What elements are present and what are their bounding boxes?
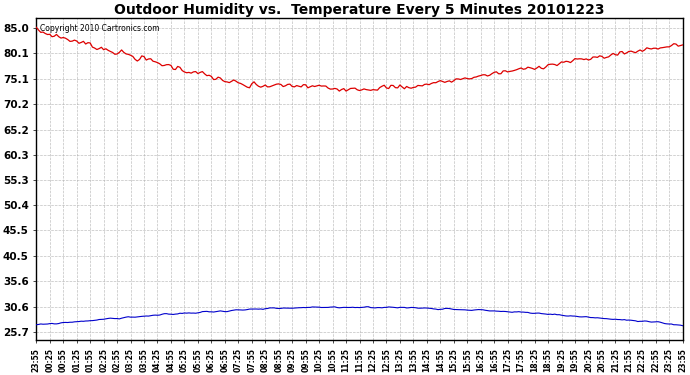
Text: Copyright 2010 Cartronics.com: Copyright 2010 Cartronics.com <box>39 24 159 33</box>
Title: Outdoor Humidity vs.  Temperature Every 5 Minutes 20101223: Outdoor Humidity vs. Temperature Every 5… <box>115 3 604 17</box>
